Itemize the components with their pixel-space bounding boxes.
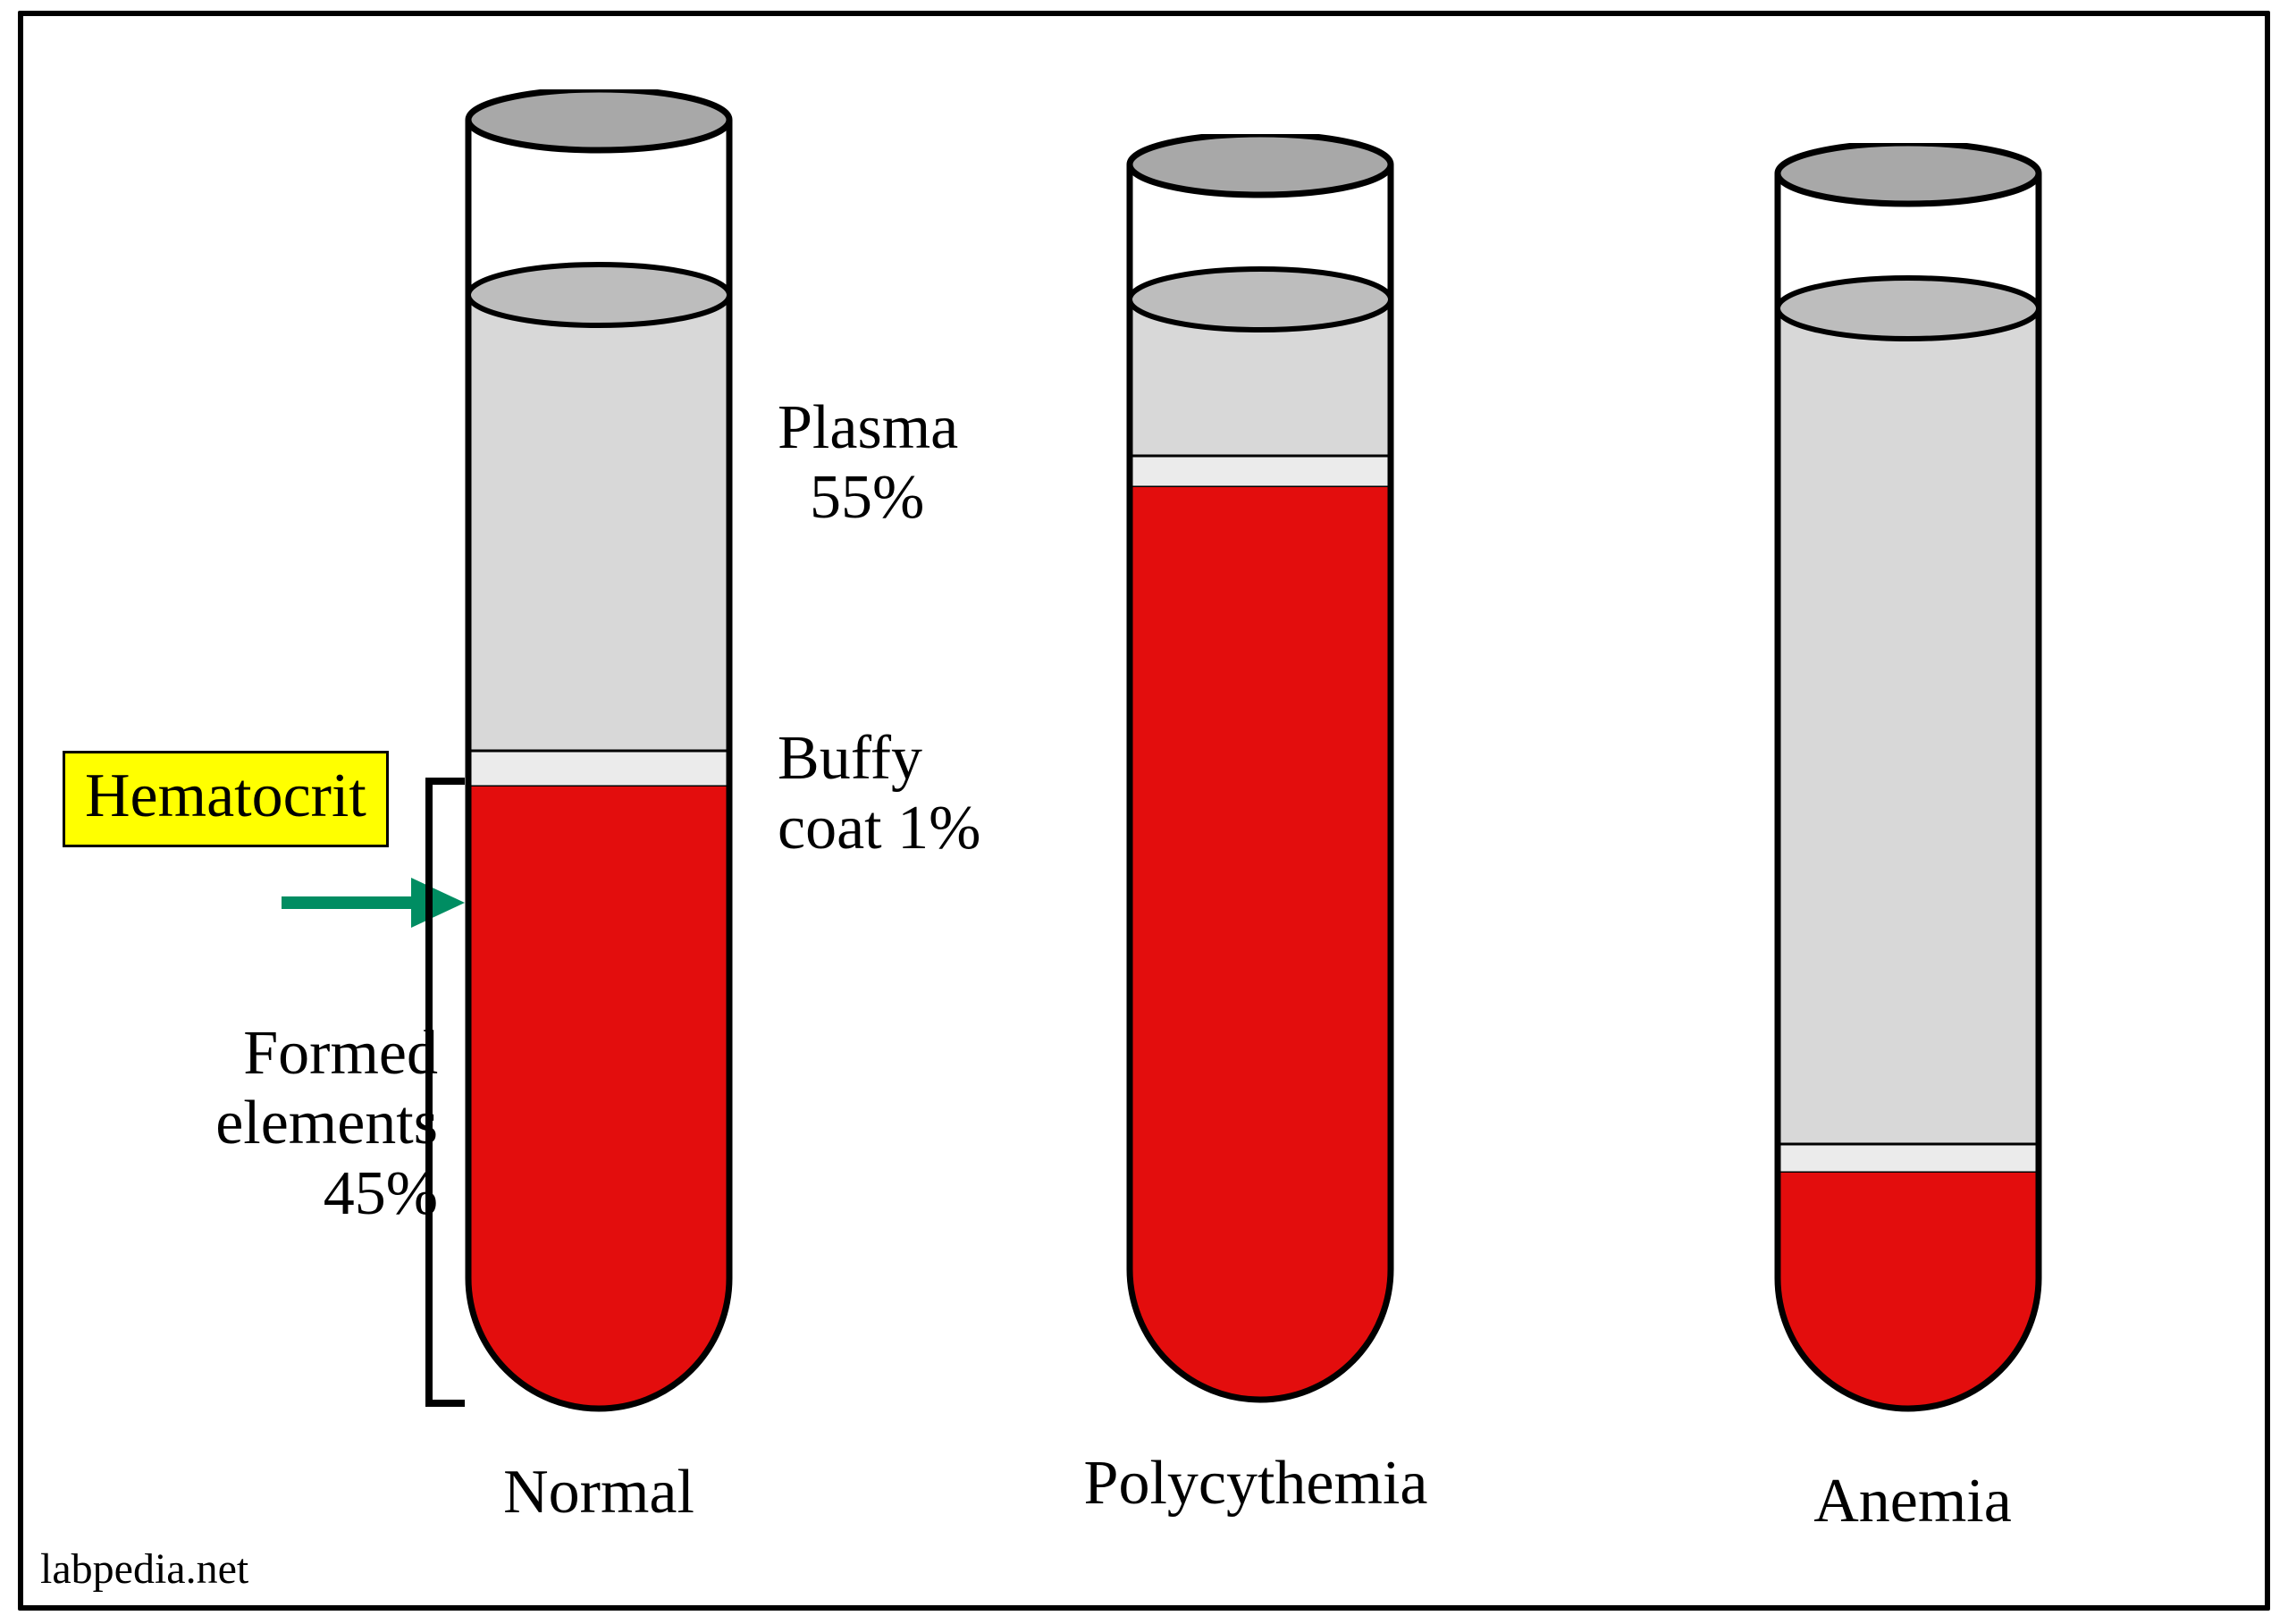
tube-normal-svg <box>465 89 733 1412</box>
formed-line3: 45% <box>89 1159 438 1229</box>
hematocrit-bracket-icon <box>411 778 474 1421</box>
plasma-line2: 55% <box>778 463 958 533</box>
buffy-line2: coat 1% <box>778 794 980 863</box>
watermark-text: labpedia.net <box>40 1544 248 1594</box>
tube-polycythemia-svg <box>1126 134 1394 1403</box>
buffy-line1: Buffy <box>778 724 980 794</box>
plasma-annotation: Plasma 55% <box>778 393 958 534</box>
tube-polycythemia <box>1126 134 1394 1403</box>
buffy-annotation: Buffy coat 1% <box>778 724 980 864</box>
formed-line2: elements <box>89 1089 438 1158</box>
plasma-line1: Plasma <box>778 393 958 463</box>
tube-normal <box>465 89 733 1412</box>
diagram-canvas: Normal Polycythemia Anemia Plasma 55% Bu… <box>0 0 2288 1624</box>
label-anemia: Anemia <box>1743 1466 2082 1537</box>
formed-line1: Formed <box>89 1019 438 1089</box>
hematocrit-highlight: Hematocrit <box>63 751 389 847</box>
label-normal: Normal <box>447 1457 751 1528</box>
label-polycythemia: Polycythemia <box>1014 1448 1497 1519</box>
tube-anemia <box>1774 143 2042 1412</box>
formed-elements-annotation: Formed elements 45% <box>89 1019 438 1229</box>
tube-anemia-svg <box>1774 143 2042 1412</box>
